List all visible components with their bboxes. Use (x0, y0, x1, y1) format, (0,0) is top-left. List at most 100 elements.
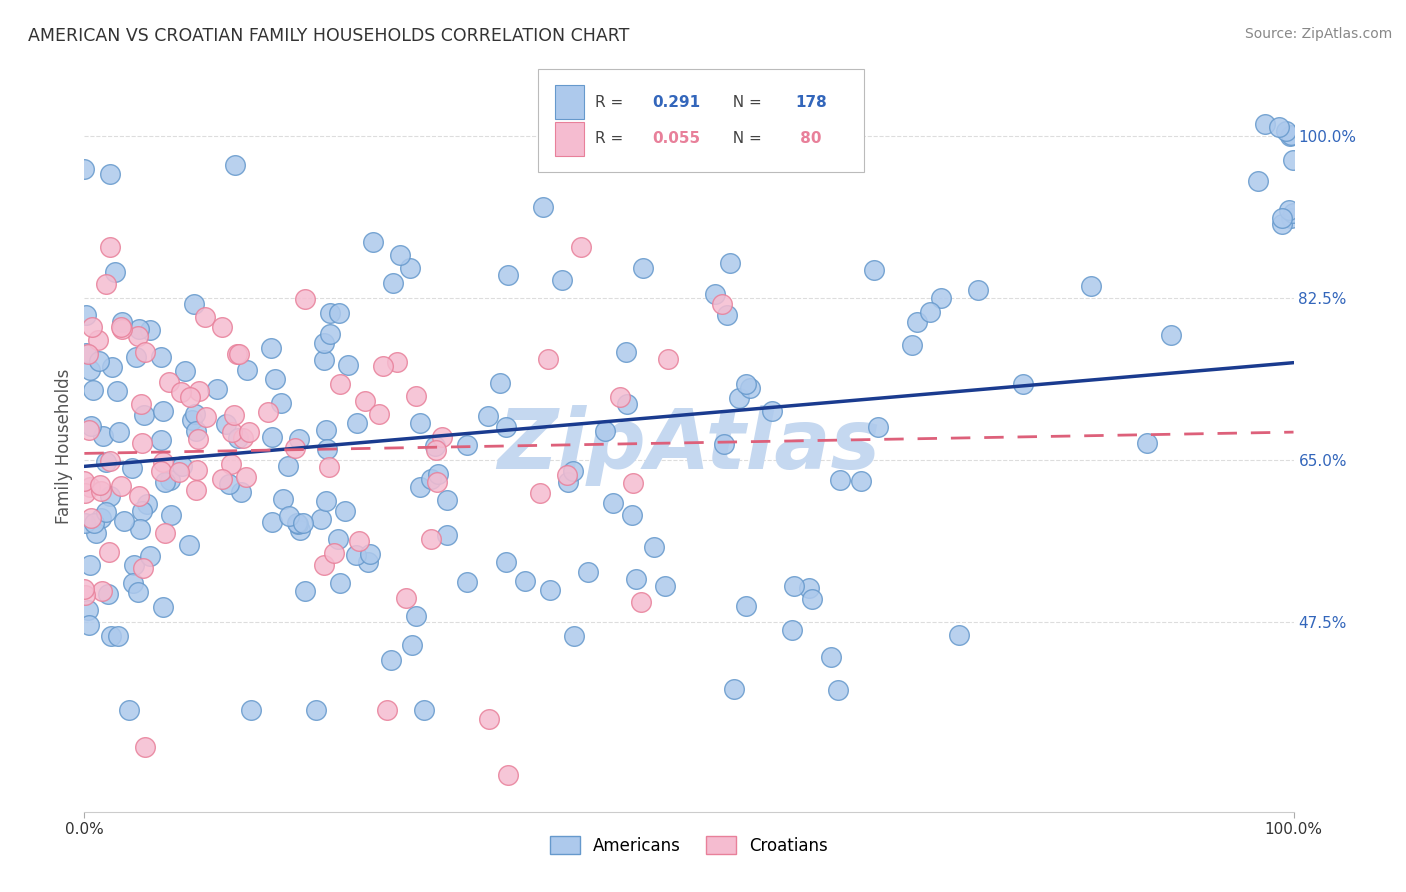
Point (359, 547, 381, 561)
Point (270, 396, 292, 410)
Point (149, 464, 172, 478)
Point (436, 493, 458, 508)
Point (183, 297, 205, 311)
Point (235, 470, 257, 484)
Point (83, 516, 105, 531)
Point (1282, 206, 1305, 220)
Point (125, 351, 148, 365)
Point (219, 457, 242, 471)
Point (643, 541, 665, 555)
Point (489, 376, 512, 391)
Point (703, 287, 725, 301)
Point (87, 353, 110, 368)
Point (728, 391, 751, 405)
Point (1271, 217, 1294, 231)
Point (1080, 279, 1102, 293)
Point (94, 277, 117, 291)
Point (260, 341, 283, 355)
Point (329, 576, 352, 591)
Point (291, 516, 314, 531)
Point (134, 408, 156, 422)
Point (186, 462, 208, 476)
Point (329, 376, 352, 391)
Point (602, 496, 624, 510)
Point (1281, 153, 1303, 168)
Point (436, 528, 458, 542)
Point (134, 739, 156, 754)
Point (409, 416, 432, 430)
Text: R =: R = (595, 131, 627, 146)
Point (456, 438, 478, 452)
Point (375, 703, 398, 717)
Point (215, 417, 238, 431)
Point (401, 638, 423, 652)
Point (354, 394, 377, 409)
Point (710, 297, 733, 311)
Point (1279, 128, 1302, 143)
Point (75, 308, 97, 322)
Point (80, 319, 103, 334)
Point (901, 338, 924, 352)
Point (121, 460, 143, 475)
Point (312, 353, 335, 368)
Point (138, 549, 160, 563)
Point (107, 384, 129, 399)
Point (346, 416, 368, 430)
Point (569, 240, 592, 254)
Point (616, 397, 638, 411)
Point (738, 380, 761, 394)
Point (277, 458, 299, 473)
Point (967, 283, 990, 297)
Point (929, 291, 952, 305)
Point (75, 346, 97, 360)
Point (633, 261, 655, 276)
Point (80, 418, 103, 433)
Point (456, 574, 478, 589)
Point (288, 432, 311, 446)
Point (100, 167, 122, 181)
Point (187, 433, 209, 447)
Point (716, 308, 738, 322)
Point (395, 591, 418, 605)
Point (134, 344, 156, 359)
Point (73, 485, 96, 500)
Point (91, 584, 114, 599)
Point (405, 389, 427, 403)
Point (236, 363, 259, 377)
Point (79, 618, 101, 632)
Point (104, 265, 127, 279)
Point (315, 423, 337, 437)
Point (496, 268, 519, 282)
Point (1160, 327, 1182, 342)
Point (567, 111, 589, 125)
Point (371, 359, 394, 374)
Point (294, 292, 316, 306)
Point (150, 350, 173, 364)
Point (718, 256, 741, 270)
Point (1279, 211, 1302, 226)
Point (799, 581, 821, 595)
Point (170, 385, 193, 400)
Text: 80: 80 (796, 131, 823, 146)
Point (405, 609, 427, 624)
Point (127, 584, 149, 599)
Point (430, 430, 453, 444)
Point (181, 413, 204, 427)
Point (495, 420, 517, 434)
Point (218, 476, 240, 491)
Point (90, 483, 112, 498)
FancyBboxPatch shape (555, 85, 583, 120)
Point (309, 511, 332, 525)
Point (783, 579, 806, 593)
Point (184, 483, 207, 497)
Y-axis label: Family Households: Family Households (55, 368, 73, 524)
Point (152, 600, 174, 615)
Point (131, 436, 153, 450)
Point (849, 475, 872, 489)
Point (73, 475, 96, 489)
Point (91, 429, 114, 443)
Point (868, 420, 890, 434)
Point (97, 587, 120, 601)
Point (131, 504, 153, 518)
Point (77, 603, 100, 617)
